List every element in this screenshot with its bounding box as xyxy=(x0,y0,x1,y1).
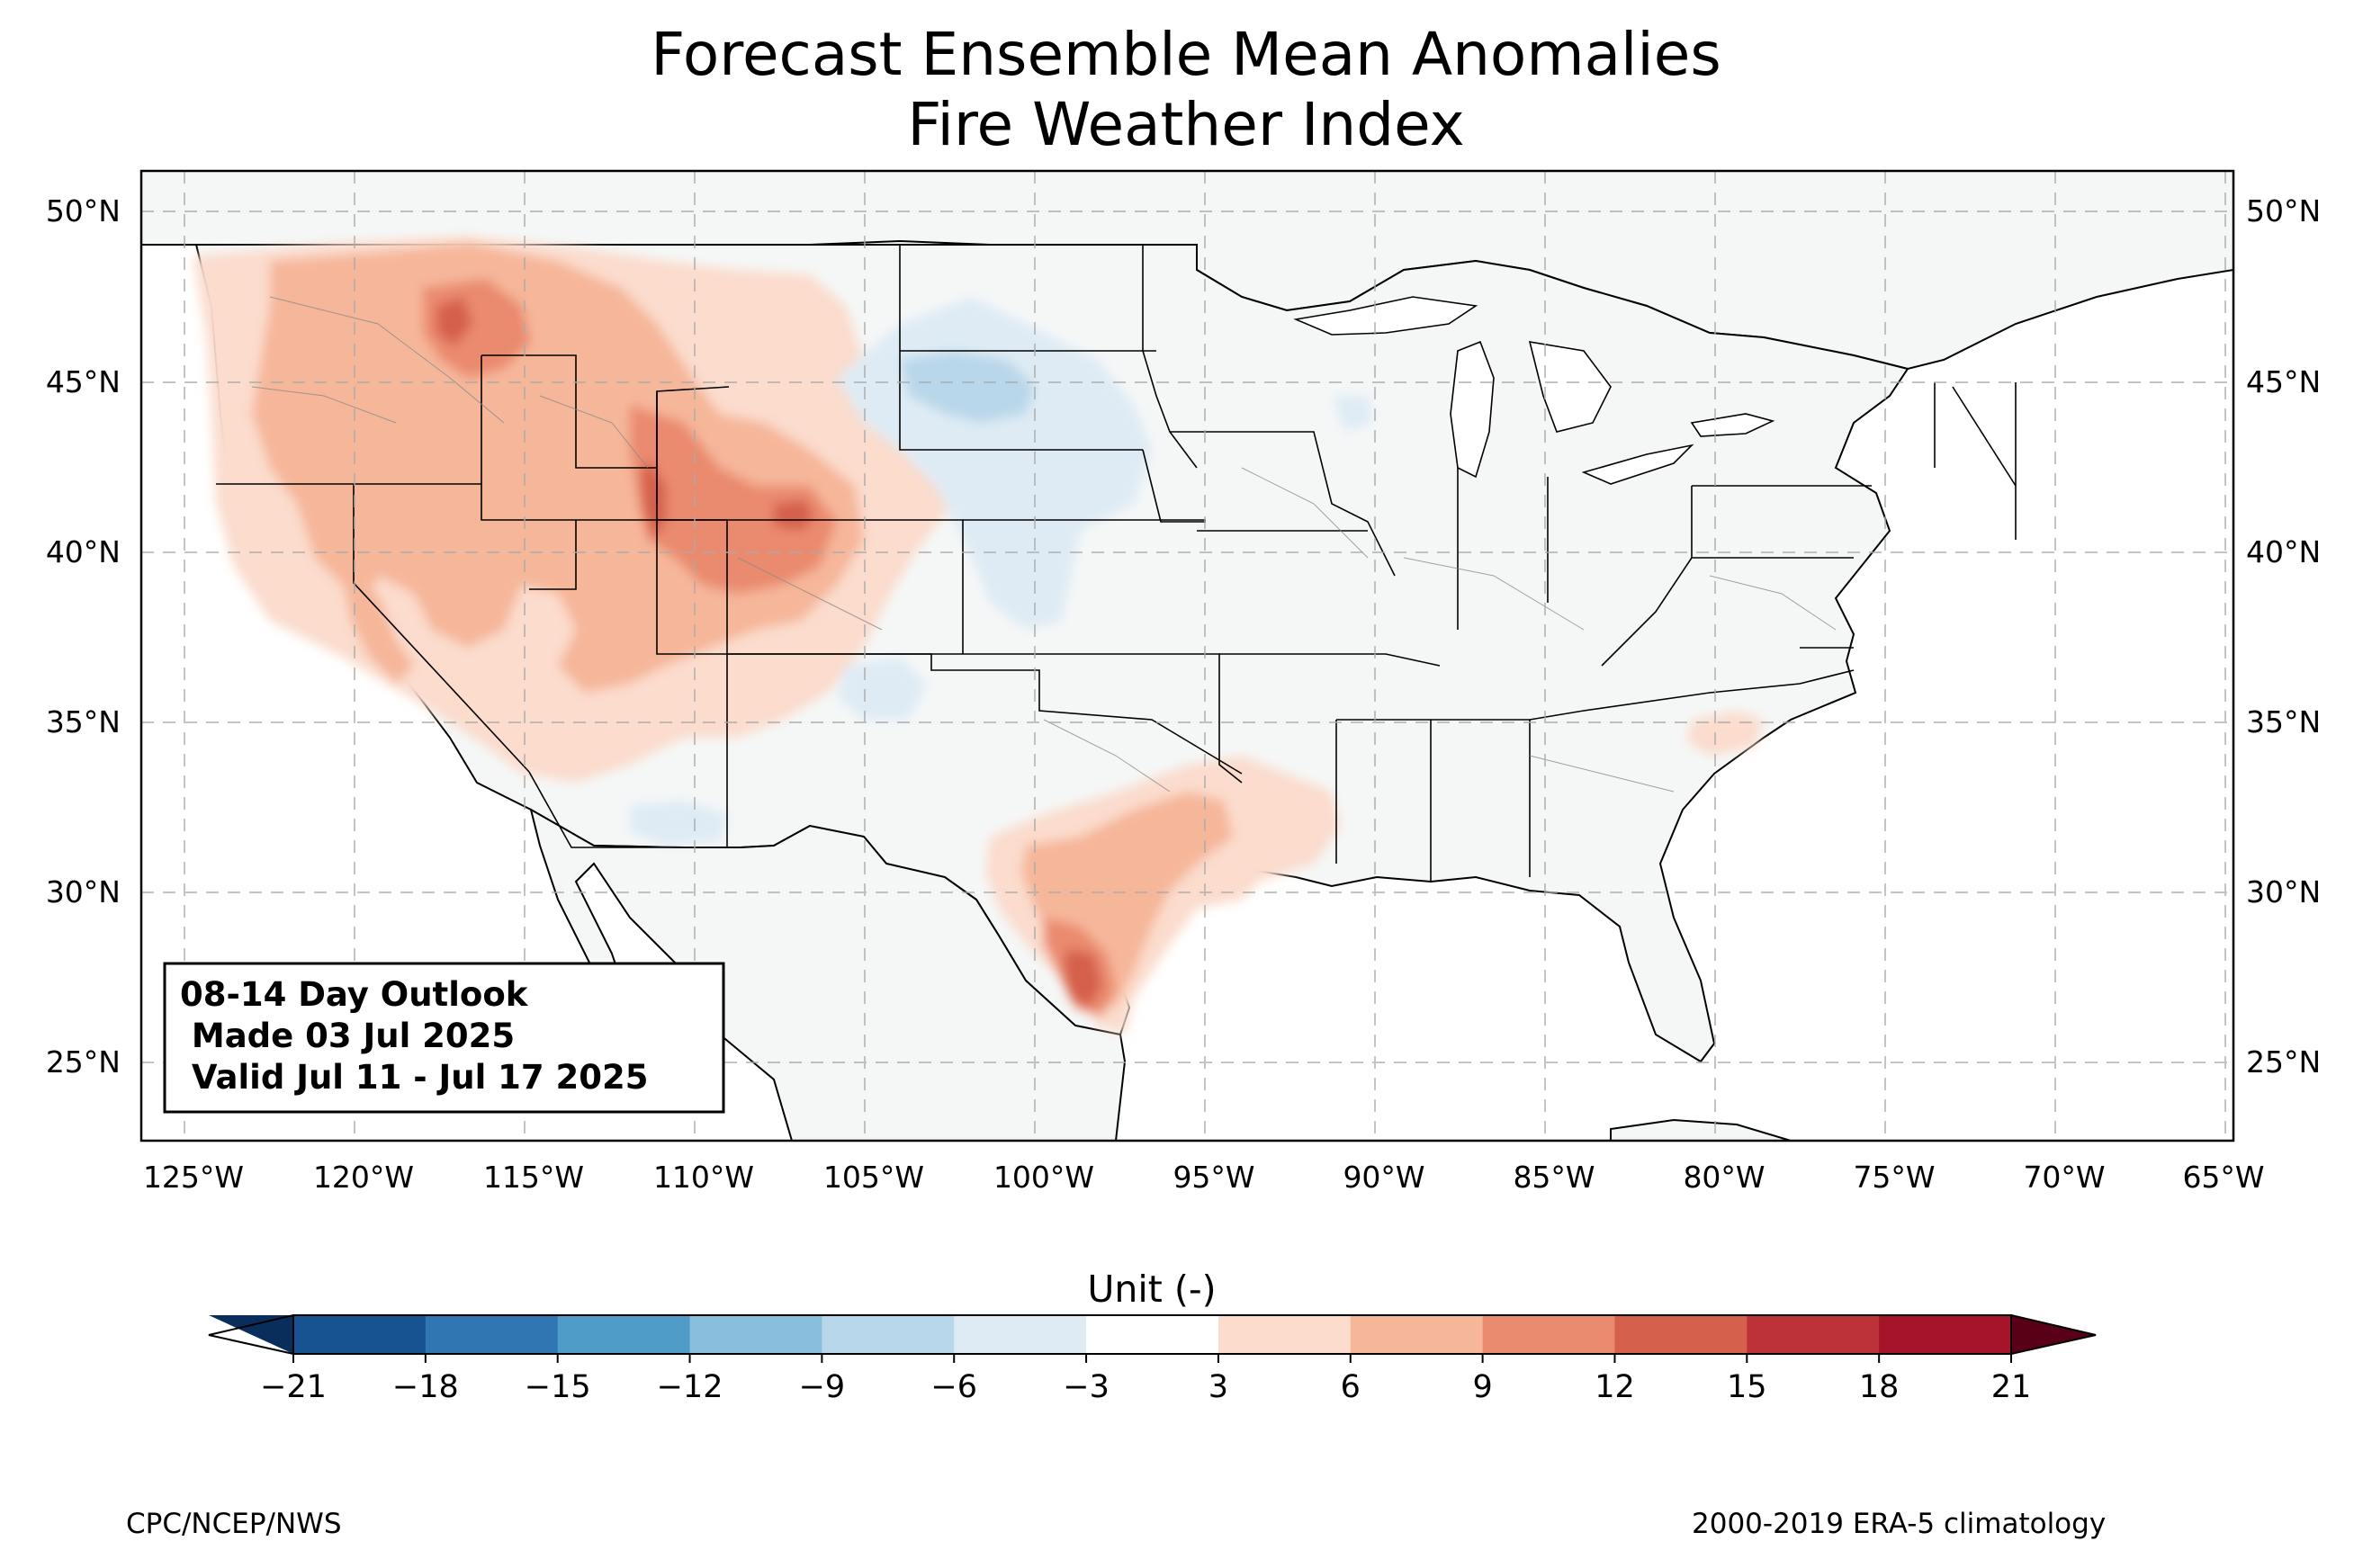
lat-label-35n: 35°N xyxy=(46,704,121,739)
lake-erie xyxy=(1581,444,1694,485)
anomaly-region-texas-negative xyxy=(837,657,927,720)
colorbar-segment xyxy=(689,1315,822,1354)
colorbar-tick-label: 3 xyxy=(1208,1369,1228,1405)
colorbar-segment xyxy=(822,1315,955,1354)
colorbar-tick-label: 15 xyxy=(1727,1369,1767,1405)
lake-michigan xyxy=(1450,340,1495,479)
lon-labels: 125°W 120°W 115°W 110°W 105°W 100°W 95°W… xyxy=(143,1160,2265,1195)
lat-label-50n: 50°N xyxy=(46,193,121,228)
colorbar-extend-high xyxy=(2011,1315,2096,1354)
colorbar-segment xyxy=(1482,1315,1615,1354)
lake-ontario xyxy=(1690,413,1775,437)
colorbar-segment xyxy=(1879,1315,2012,1354)
anomaly-region-newmexico-negative xyxy=(630,801,729,846)
lon-label-110w: 110°W xyxy=(653,1160,754,1195)
lat-label-30n: 30°N xyxy=(46,874,121,909)
anomaly-region-iowa-negative xyxy=(1332,396,1372,432)
anomaly-region-plains-negative-6 xyxy=(900,351,1035,423)
colorbar-segment xyxy=(557,1315,691,1354)
lat-label-40n: 40°N xyxy=(46,534,121,569)
colorbar-segment xyxy=(1747,1315,1880,1354)
footer-climatology: 2000-2019 ERA-5 climatology xyxy=(1692,1508,2107,1540)
lon-label-75w: 75°W xyxy=(1853,1160,1935,1195)
anomaly-region-wyoming-9 xyxy=(630,405,837,594)
lat-label-right-30n: 30°N xyxy=(2246,874,2321,909)
lat-label-right-25n: 25°N xyxy=(2246,1044,2321,1080)
colorbar-tick-label: 18 xyxy=(1859,1369,1900,1405)
colorbar-label: Unit (-) xyxy=(1087,1268,1216,1311)
lat-label-right-50n: 50°N xyxy=(2246,193,2321,228)
lat-label-25n: 25°N xyxy=(46,1044,121,1080)
lat-label-45n: 45°N xyxy=(46,364,121,399)
anomaly-region-california xyxy=(342,576,414,684)
lon-label-70w: 70°W xyxy=(2023,1160,2105,1195)
colorbar: Unit (-) −21 −18 −15 −12 −9 −6 −3 3 6 9 12 15 18 21 xyxy=(208,1268,2097,1405)
outlook-info-box: 08-14 Day Outlook Made 03 Jul 2025 Valid… xyxy=(163,962,725,1114)
colorbar-tick-label: 9 xyxy=(1472,1369,1492,1405)
anomaly-region-colorado-12 xyxy=(774,499,814,531)
florida-cuba-land xyxy=(1610,1118,1792,1141)
lon-label-85w: 85°W xyxy=(1513,1160,1595,1195)
county-lines xyxy=(251,296,1837,793)
anomaly-region-idaho-12 xyxy=(436,297,472,346)
outlook-made-date: Made 03 Jul 2025 xyxy=(180,1017,515,1055)
colorbar-segment xyxy=(425,1315,559,1354)
outlook-info-box-frame xyxy=(163,962,725,1114)
lon-label-80w: 80°W xyxy=(1683,1160,1765,1195)
great-lakes xyxy=(1293,296,1775,485)
colorbar-extend-high-outline xyxy=(2010,1313,2097,1356)
lon-label-105w: 105°W xyxy=(823,1160,924,1195)
footer-source: CPC/NCEP/NWS xyxy=(126,1508,342,1540)
lon-label-115w: 115°W xyxy=(483,1160,584,1195)
lon-label-65w: 65°W xyxy=(2182,1160,2264,1195)
anomaly-region-texas-12 xyxy=(1064,949,1102,1008)
colorbar-extend-low xyxy=(209,1315,293,1354)
lon-label-125w: 125°W xyxy=(143,1160,244,1195)
colorbar-segment xyxy=(954,1315,1087,1354)
lon-label-90w: 90°W xyxy=(1343,1160,1424,1195)
map-content xyxy=(141,171,2233,1141)
colorbar-segments xyxy=(293,1315,2012,1354)
colorbar-tick-label: 6 xyxy=(1341,1369,1361,1405)
colorbar-segment xyxy=(1086,1315,1219,1354)
colorbar-tick-label: −21 xyxy=(260,1369,327,1405)
colorbar-tick-label: 12 xyxy=(1595,1369,1635,1405)
lat-label-right-40n: 40°N xyxy=(2246,534,2321,569)
outlook-valid-range: Valid Jul 11 - Jul 17 2025 xyxy=(180,1058,649,1097)
lake-huron xyxy=(1528,341,1612,433)
colorbar-segment xyxy=(1614,1315,1748,1354)
lon-label-120w: 120°W xyxy=(313,1160,414,1195)
colorbar-tick-label: −3 xyxy=(1063,1369,1110,1405)
colorbar-segment xyxy=(1217,1315,1352,1354)
map-frame xyxy=(139,169,2235,1142)
outlook-period-label: 08-14 Day Outlook xyxy=(180,975,529,1014)
lon-label-100w: 100°W xyxy=(993,1160,1094,1195)
colorbar-tick-label: −12 xyxy=(657,1369,723,1405)
lake-superior xyxy=(1293,296,1478,336)
lat-labels-right: 50°N 45°N 40°N 35°N 30°N 25°N xyxy=(2246,193,2321,1080)
colorbar-extend-low-outline xyxy=(208,1313,294,1356)
colorbar-tick-label: −15 xyxy=(525,1369,591,1405)
colorbar-segment xyxy=(1350,1315,1484,1354)
title-line-2: Fire Weather Index xyxy=(907,90,1465,159)
title-line-1: Forecast Ensemble Mean Anomalies xyxy=(651,20,1721,89)
anomaly-shading xyxy=(193,236,1764,1035)
colorbar-tick-label: −6 xyxy=(930,1369,977,1405)
lat-label-right-35n: 35°N xyxy=(2246,704,2321,739)
colorbar-tick-label: −18 xyxy=(392,1369,459,1405)
colorbar-ticks: −21 −18 −15 −12 −9 −6 −3 3 6 9 12 15 18 21 xyxy=(260,1354,2031,1405)
colorbar-tick-label: 21 xyxy=(1991,1369,2032,1405)
colorbar-segment xyxy=(293,1315,427,1354)
map-title: Forecast Ensemble Mean Anomalies Fire We… xyxy=(0,20,2372,160)
lat-labels-left: 50°N 45°N 40°N 35°N 30°N 25°N xyxy=(46,193,121,1080)
lon-label-95w: 95°W xyxy=(1173,1160,1254,1195)
colorbar-tick-label: −9 xyxy=(799,1369,846,1405)
lat-label-right-45n: 45°N xyxy=(2246,364,2321,399)
